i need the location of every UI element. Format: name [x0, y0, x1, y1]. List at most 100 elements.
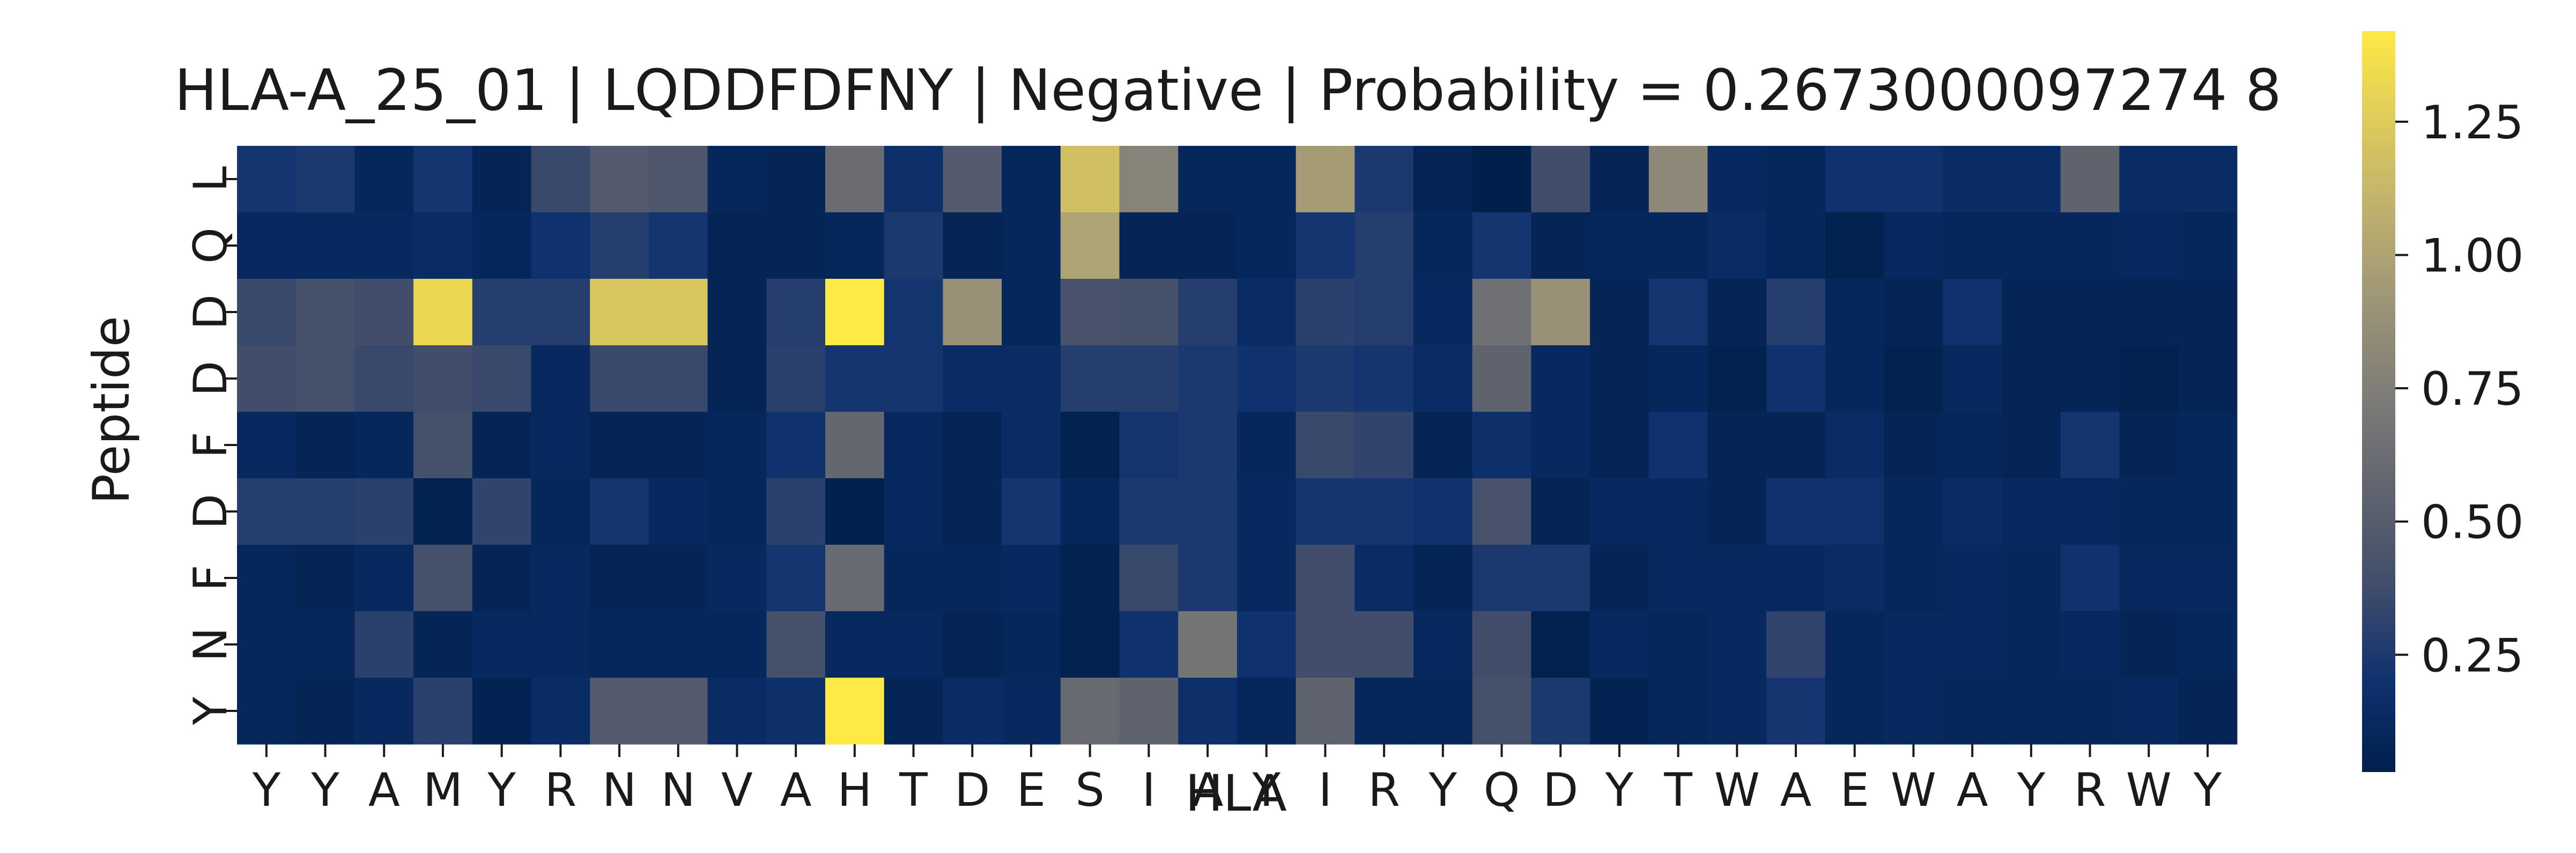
heatmap-cell — [1766, 678, 1826, 745]
heatmap-cell — [237, 478, 297, 545]
heatmap-cell — [354, 146, 414, 213]
heatmap-cell — [2119, 412, 2179, 479]
x-tick-label: I — [1319, 763, 1332, 817]
heatmap-cell — [2060, 279, 2120, 346]
heatmap-cell — [1119, 146, 1179, 213]
heatmap-cell — [1237, 345, 1297, 412]
heatmap-cell — [1296, 478, 1355, 545]
x-tick-label: I — [1142, 763, 1156, 817]
heatmap-cell — [1178, 678, 1238, 745]
heatmap-cell — [1943, 545, 2002, 612]
heatmap-cell — [1825, 412, 1885, 479]
heatmap-cell — [295, 345, 355, 412]
heatmap-cell — [2060, 212, 2120, 279]
x-tick-label: Y — [1252, 763, 1280, 817]
y-tick-label: D — [184, 361, 238, 396]
heatmap-cell — [884, 412, 943, 479]
heatmap-cell — [766, 146, 826, 213]
heatmap-cell — [1472, 412, 1531, 479]
heatmap-cell — [1590, 611, 1649, 678]
heatmap-cell — [354, 212, 414, 279]
x-tick-label: Y — [252, 763, 281, 817]
heatmap-cell — [1413, 212, 1473, 279]
heatmap-cell — [1060, 146, 1120, 213]
heatmap-cell — [472, 545, 532, 612]
heatmap-cell — [237, 212, 297, 279]
heatmap-cell — [1825, 146, 1885, 213]
heatmap-cell — [1531, 279, 1590, 346]
heatmap-cell — [1237, 478, 1297, 545]
heatmap-cell — [2119, 279, 2179, 346]
colorbar — [2362, 31, 2395, 772]
x-tick-label: A — [1957, 763, 1988, 817]
x-tick-label: D — [1543, 763, 1578, 817]
y-tick-label: D — [184, 494, 238, 529]
heatmap-cell — [943, 212, 1002, 279]
heatmap-cell — [1296, 678, 1355, 745]
y-tick-label: D — [184, 294, 238, 330]
heatmap-cell — [1943, 212, 2002, 279]
heatmap-cell — [295, 146, 355, 213]
heatmap-cell — [1590, 545, 1649, 612]
heatmap-cell — [1531, 146, 1590, 213]
heatmap-cell — [707, 412, 767, 479]
heatmap-cell — [943, 412, 1002, 479]
heatmap-cell — [648, 678, 708, 745]
heatmap-cell — [943, 678, 1002, 745]
heatmap-cell — [1237, 678, 1297, 745]
heatmap-cell — [1648, 345, 1708, 412]
heatmap-cell — [1472, 478, 1531, 545]
heatmap-cell — [1060, 345, 1120, 412]
heatmap-cell — [825, 279, 885, 346]
heatmap-cell — [1707, 478, 1767, 545]
heatmap-cell — [590, 212, 649, 279]
heatmap-cell — [413, 478, 473, 545]
heatmap-cell — [1825, 478, 1885, 545]
heatmap-cell — [707, 345, 767, 412]
heatmap-cell — [472, 478, 532, 545]
heatmap-cell — [531, 678, 590, 745]
heatmap-cell — [825, 412, 885, 479]
heatmap-cell — [1766, 478, 1826, 545]
heatmap-cell — [1707, 545, 1767, 612]
heatmap-cell — [1413, 412, 1473, 479]
heatmap-cell — [1531, 412, 1590, 479]
heatmap-cell — [1590, 212, 1649, 279]
heatmap-cell — [1943, 345, 2002, 412]
heatmap-cell — [1296, 146, 1355, 213]
heatmap-cell — [1707, 412, 1767, 479]
heatmap-cell — [2119, 611, 2179, 678]
heatmap-cell — [2002, 146, 2061, 213]
heatmap-cell — [648, 611, 708, 678]
heatmap-cell — [2119, 212, 2179, 279]
heatmap-cell — [1766, 212, 1826, 279]
heatmap-cell — [825, 611, 885, 678]
heatmap-cell — [1884, 279, 1943, 346]
heatmap-cell — [943, 611, 1002, 678]
heatmap-cell — [2002, 212, 2061, 279]
heatmap-cell — [1354, 678, 1414, 745]
heatmap-cell — [884, 545, 943, 612]
x-tick-label: V — [721, 763, 753, 817]
colorbar-ticks: 0.25 0.50 0.75 1.00 1.25 — [2395, 96, 2523, 683]
heatmap-cell — [295, 678, 355, 745]
heatmap-cell — [1472, 611, 1531, 678]
heatmap-cell — [766, 678, 826, 745]
heatmap-cell — [2002, 678, 2061, 745]
heatmap-cell — [825, 478, 885, 545]
heatmap-cell — [237, 545, 297, 612]
x-tick-label: A — [780, 763, 812, 817]
x-tick-label: Y — [1428, 763, 1457, 817]
heatmap-cell — [1354, 345, 1414, 412]
heatmap-cell — [354, 545, 414, 612]
heatmap-cell — [1413, 678, 1473, 745]
heatmap-cell — [354, 412, 414, 479]
heatmap-cell — [2060, 345, 2120, 412]
heatmap-cell — [1884, 345, 1943, 412]
x-tick-label: R — [544, 763, 576, 817]
heatmap-cell — [413, 611, 473, 678]
x-tick-label: A — [368, 763, 400, 817]
heatmap-cell — [472, 412, 532, 479]
heatmap-cell — [2002, 545, 2061, 612]
x-tick-label: N — [602, 763, 636, 817]
